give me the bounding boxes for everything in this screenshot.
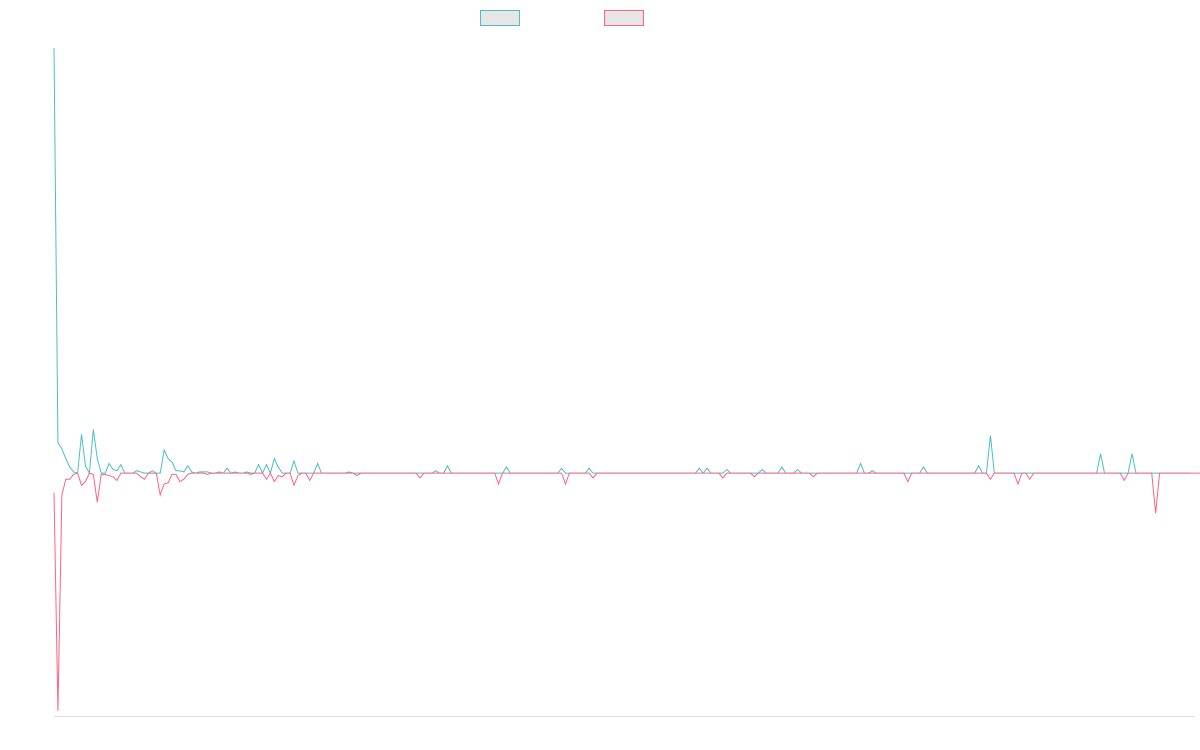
legend-swatch-series-1[interactable] [480, 10, 520, 26]
series-line-1 [53, 48, 1192, 475]
legend-swatch-series-2[interactable] [604, 10, 644, 26]
series-line-2 [53, 472, 1200, 712]
